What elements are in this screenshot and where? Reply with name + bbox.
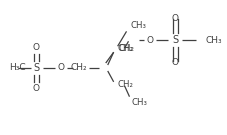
Text: O: O	[147, 36, 154, 45]
Text: O: O	[172, 14, 178, 23]
Text: CH₃: CH₃	[131, 98, 148, 107]
Text: CH₃: CH₃	[131, 21, 146, 30]
Text: CH₃: CH₃	[206, 36, 222, 45]
Text: S: S	[172, 35, 178, 45]
Text: O: O	[58, 63, 65, 72]
Text: CH₂: CH₂	[118, 44, 134, 53]
Text: H₃C: H₃C	[9, 63, 25, 72]
Text: CH₂: CH₂	[71, 63, 87, 72]
Text: CH₂: CH₂	[119, 44, 135, 53]
Text: O: O	[172, 58, 178, 67]
Text: O: O	[33, 84, 40, 93]
Text: S: S	[33, 63, 39, 73]
Text: O: O	[33, 43, 40, 52]
Text: CH₂: CH₂	[118, 80, 134, 89]
